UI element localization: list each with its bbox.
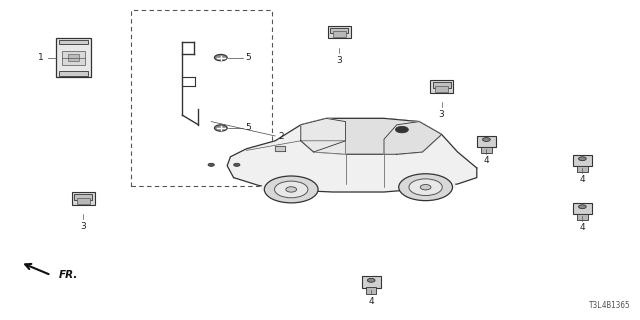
Polygon shape <box>275 146 285 151</box>
Text: 4: 4 <box>580 223 585 232</box>
Text: 3: 3 <box>81 222 86 231</box>
Bar <box>577 166 588 172</box>
Bar <box>573 155 592 166</box>
Circle shape <box>420 185 431 190</box>
Bar <box>362 276 381 288</box>
Bar <box>77 198 90 204</box>
Bar <box>328 26 351 38</box>
Polygon shape <box>262 175 321 189</box>
Bar <box>72 192 95 205</box>
Circle shape <box>579 157 586 161</box>
Circle shape <box>409 179 442 196</box>
Bar <box>577 214 588 220</box>
Circle shape <box>234 163 240 166</box>
Bar <box>63 51 85 65</box>
Text: 1: 1 <box>38 53 44 62</box>
Bar <box>330 28 348 33</box>
Circle shape <box>367 278 375 282</box>
Text: 5: 5 <box>245 53 251 62</box>
Text: 4: 4 <box>484 156 489 165</box>
Polygon shape <box>301 118 346 152</box>
Circle shape <box>264 176 318 203</box>
Bar <box>477 136 496 147</box>
Text: FR.: FR. <box>59 269 78 280</box>
Bar <box>430 80 453 93</box>
Text: 4: 4 <box>580 175 585 184</box>
Bar <box>74 194 92 200</box>
Bar <box>366 287 376 294</box>
Text: 3: 3 <box>337 56 342 65</box>
Bar <box>333 31 346 37</box>
Text: T3L4B1365: T3L4B1365 <box>589 301 630 310</box>
Circle shape <box>208 163 214 166</box>
Circle shape <box>579 205 586 209</box>
Bar <box>60 71 88 76</box>
Circle shape <box>214 125 227 131</box>
Circle shape <box>399 174 452 201</box>
Text: 3: 3 <box>439 110 444 119</box>
Circle shape <box>396 126 408 133</box>
Bar <box>56 38 92 77</box>
Bar <box>433 82 451 88</box>
Text: 2: 2 <box>278 132 284 141</box>
Polygon shape <box>301 118 442 154</box>
Bar <box>573 203 592 214</box>
Circle shape <box>286 187 296 192</box>
Circle shape <box>214 54 227 61</box>
Polygon shape <box>227 118 477 192</box>
Circle shape <box>275 181 308 198</box>
Polygon shape <box>301 141 346 154</box>
Bar <box>435 86 448 92</box>
Bar <box>60 40 88 44</box>
Text: 4: 4 <box>369 297 374 306</box>
Circle shape <box>483 138 490 141</box>
Polygon shape <box>384 122 442 154</box>
Bar <box>68 54 79 61</box>
Text: 5: 5 <box>245 124 251 132</box>
Bar <box>131 10 272 186</box>
Bar <box>481 147 492 153</box>
Polygon shape <box>396 172 455 187</box>
